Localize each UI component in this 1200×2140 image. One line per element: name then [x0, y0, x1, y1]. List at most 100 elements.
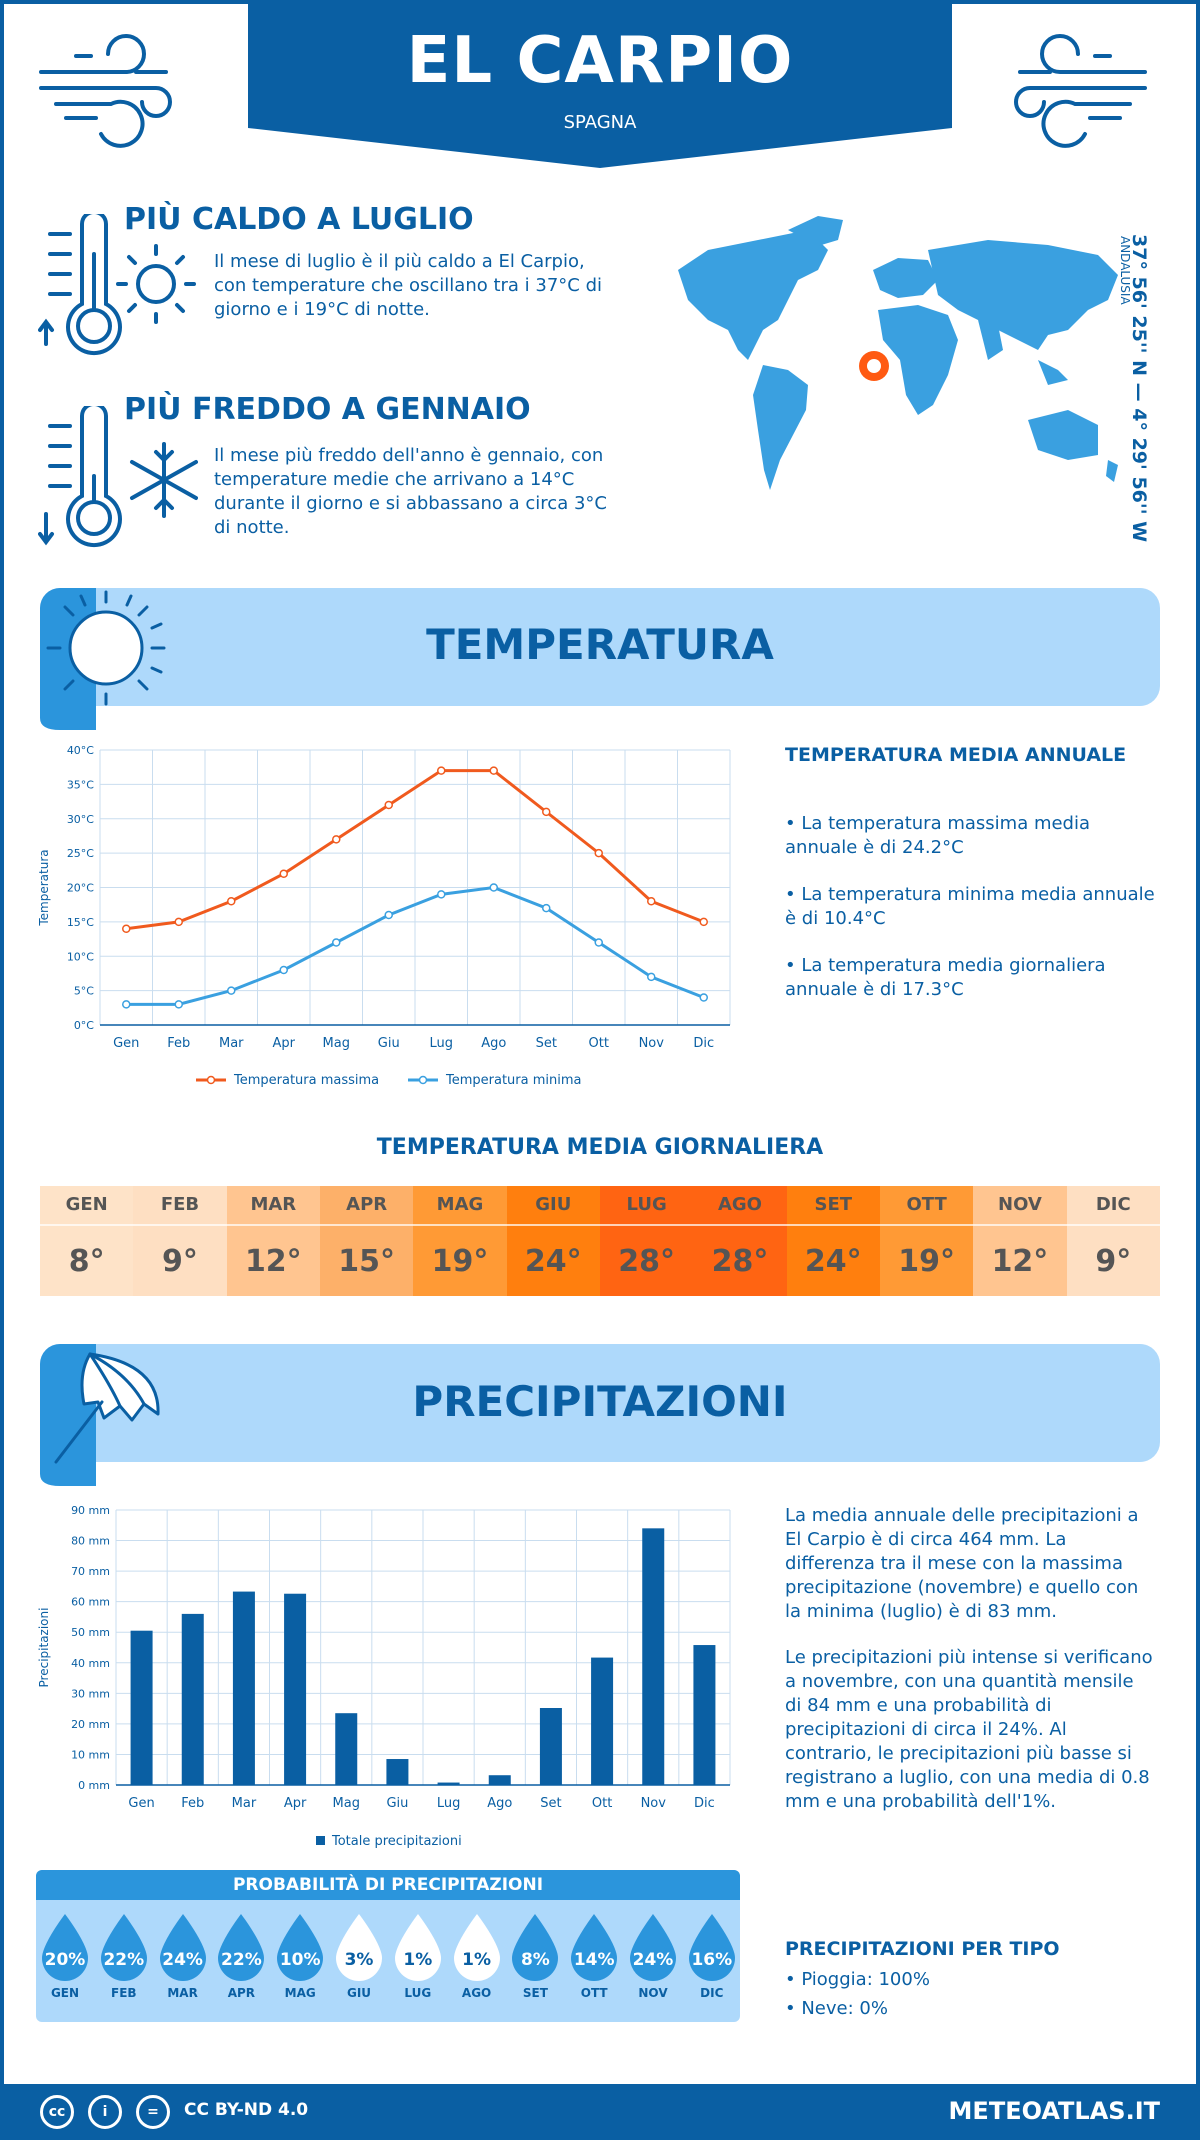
daily-temp-cell: NOV 12°: [973, 1186, 1067, 1296]
daily-temp-value: 28°: [693, 1224, 787, 1296]
daily-temp-cell: OTT 19°: [879, 1186, 974, 1296]
daily-temp-month: LUG: [626, 1194, 667, 1215]
attribution-icon: i: [88, 2095, 122, 2129]
country-subtitle: SPAGNA: [563, 112, 637, 133]
x-tick-label: Ago: [487, 1796, 512, 1811]
x-tick-label: Giu: [386, 1796, 408, 1811]
probability-value: 24%: [632, 1950, 674, 1970]
max-temp-point: [227, 897, 236, 906]
y-axis-label: Precipitazioni: [37, 1608, 51, 1688]
x-tick-label: Lug: [429, 1036, 453, 1051]
x-tick-label: Mar: [232, 1796, 257, 1811]
cold-text: Il mese più freddo dell'anno è gennaio, …: [214, 445, 607, 538]
precip-bar: [284, 1593, 307, 1785]
probability-month: LUG: [404, 1986, 432, 2000]
temp-bullet-max: • La temperatura massima media annuale è…: [785, 813, 1091, 858]
daily-temp-value: 12°: [973, 1224, 1067, 1296]
max-temp-point: [699, 917, 708, 927]
y-tick-label: 60 mm: [71, 1596, 110, 1609]
probability-drop: 8% SET: [508, 1912, 562, 2002]
title-banner: EL CARPIO SPAGNA: [248, 0, 952, 168]
cold-title: PIÙ FREDDO A GENNAIO: [124, 392, 531, 427]
daily-temp-value: 19°: [413, 1224, 507, 1296]
y-tick-label: 30°C: [67, 813, 94, 826]
min-temp-point: [437, 890, 446, 899]
y-tick-label: 0 mm: [78, 1779, 110, 1792]
y-tick-label: 0°C: [74, 1019, 94, 1032]
daily-temp-value: 12°: [226, 1224, 320, 1296]
precip-bar: [181, 1613, 204, 1785]
x-tick-label: Giu: [378, 1036, 400, 1051]
x-tick-label: Ott: [592, 1796, 612, 1811]
raindrop-icon: [218, 1914, 265, 1981]
max-temp-point: [122, 924, 131, 933]
x-tick-label: Apr: [273, 1036, 296, 1051]
region-label: ANDALUSIA: [1118, 236, 1132, 305]
temp-annual-title: TEMPERATURA MEDIA ANNUALE: [785, 744, 1127, 766]
daily-temp-value: 19°: [879, 1224, 974, 1296]
probability-value: 3%: [344, 1950, 374, 1970]
probability-drop: 1% LUG: [391, 1912, 445, 2002]
x-tick-label: Mag: [333, 1796, 360, 1811]
probability-value: 20%: [44, 1950, 86, 1970]
raindrop-icon: [512, 1914, 559, 1981]
probability-value: 8%: [520, 1950, 550, 1970]
min-temp-point: [647, 972, 656, 982]
y-tick-label: 50 mm: [71, 1626, 110, 1639]
probability-drop: 1% AGO: [450, 1912, 504, 2002]
probability-month: SET: [522, 1986, 548, 2000]
daily-temp-value: 8°: [40, 1224, 134, 1296]
legend-label: Temperatura massima: [233, 1073, 379, 1088]
daily-temp-value: 9°: [133, 1224, 227, 1296]
daily-temp-month: GEN: [65, 1194, 108, 1215]
legend-label: Temperatura minima: [445, 1073, 582, 1088]
site-link[interactable]: METEOATLAS.IT: [948, 2097, 1160, 2125]
x-tick-label: Ago: [481, 1036, 506, 1051]
x-tick-label: Nov: [641, 1796, 667, 1811]
probability-value: 24%: [162, 1950, 203, 1970]
city-title: EL CARPIO: [406, 24, 794, 98]
precip-bar: [591, 1657, 614, 1785]
probability-month: NOV: [638, 1986, 668, 2000]
umbrella-rain-icon: [40, 1344, 160, 1486]
precip-bar: [488, 1775, 511, 1785]
raindrop-icon: [100, 1914, 147, 1981]
daily-temp-cell: DIC 9°: [1066, 1186, 1160, 1296]
daily-temp-value: 15°: [319, 1224, 414, 1296]
daily-temp-title: TEMPERATURA MEDIA GIORNALIERA: [376, 1135, 824, 1160]
daily-temp-value: 24°: [786, 1224, 880, 1296]
probability-drop: 14% OTT: [567, 1912, 621, 2002]
daily-temp-cell: GEN 8°: [40, 1186, 134, 1296]
daily-temp-cell: LUG 28°: [599, 1186, 694, 1296]
no-derivatives-icon: =: [136, 2095, 170, 2129]
daily-temp-cell: APR 15°: [319, 1186, 414, 1296]
y-tick-label: 40 mm: [71, 1657, 110, 1670]
probability-value: 16%: [691, 1950, 733, 1970]
daily-temp-month: DIC: [1095, 1194, 1131, 1215]
raindrop-icon: [453, 1914, 500, 1981]
probability-month: MAR: [167, 1986, 198, 2000]
probability-value: 22%: [103, 1950, 145, 1970]
raindrop-icon: [630, 1914, 676, 1981]
y-tick-label: 20°C: [67, 882, 94, 895]
precip-para-2: Le precipitazioni più intense si verific…: [785, 1647, 1153, 1812]
probability-drop: 16% DIC: [685, 1912, 739, 2002]
min-temp-point: [594, 938, 603, 947]
daily-temp-month: SET: [814, 1194, 853, 1215]
temp-bullet-min: • La temperatura minima media annuale è …: [785, 884, 1155, 929]
min-temp-point: [489, 883, 498, 892]
raindrop-icon: [394, 1914, 441, 1981]
wind-icon: [39, 34, 172, 148]
y-tick-label: 20 mm: [71, 1718, 110, 1731]
x-tick-label: Set: [540, 1796, 561, 1811]
min-temp-point: [122, 1000, 131, 1009]
min-temp-point: [332, 938, 341, 947]
probability-drop: 24% MAR: [156, 1912, 210, 2002]
precip-probability-title: PROBABILITÀ DI PRECIPITAZIONI: [36, 1870, 740, 1900]
daily-temp-cell: FEB 9°: [133, 1186, 227, 1296]
max-temp-point: [174, 917, 183, 927]
daily-temp-cell: MAG 19°: [413, 1186, 507, 1296]
precip-type-snow: • Neve: 0%: [785, 1998, 888, 2019]
thermometer-cold-icon: [38, 406, 198, 547]
daily-temp-cell: AGO 28°: [693, 1186, 787, 1296]
